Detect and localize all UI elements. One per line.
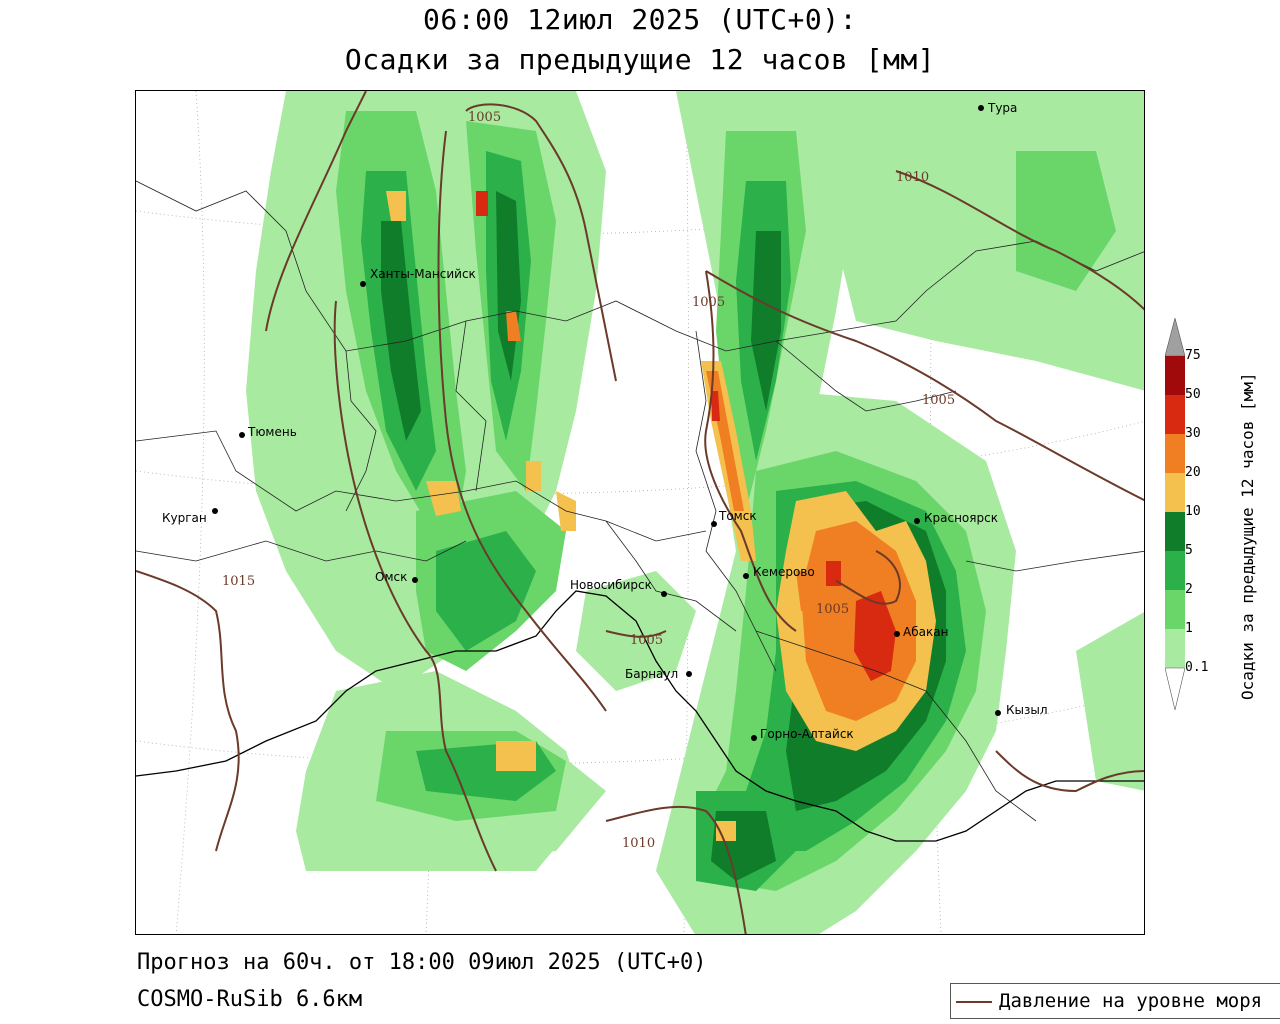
colorbar-bin-2-5 <box>1165 551 1185 590</box>
pressure-legend-line <box>956 1001 992 1003</box>
city-dot-khanty-mansiysk <box>360 281 366 287</box>
isobar-label: 1005 <box>816 602 849 617</box>
isobar-label: 1015 <box>222 574 255 589</box>
city-label-kemerovo: Кемерово <box>753 565 815 579</box>
city-dot-kurgan <box>212 508 218 514</box>
colorbar-bin-0.1-1 <box>1165 629 1185 668</box>
colorbar-tick: 20 <box>1185 465 1201 480</box>
city-label-abakan: Абакан <box>903 625 948 639</box>
forecast-info: Прогноз на 60ч. от 18:00 09июл 2025 (UTC… <box>137 950 707 975</box>
city-dot-gorno-altaysk <box>751 735 757 741</box>
colorbar-bin-10-20 <box>1165 473 1185 512</box>
city-label-krasnoyarsk: Красноярск <box>924 511 998 525</box>
isobar-lines <box>136 91 1144 934</box>
city-label-tyumen: Тюмень <box>247 425 297 439</box>
city-dot-abakan <box>894 631 900 637</box>
colorbar-tick: 0.1 <box>1185 660 1209 675</box>
isobar-label: 1005 <box>630 633 663 648</box>
colorbar-tick: 1 <box>1185 621 1193 636</box>
graticule-lines <box>136 91 1144 934</box>
colorbar-over-cap <box>1165 318 1185 357</box>
colorbar-title: Осадки за предыдущие 12 часов [мм] <box>1238 372 1257 700</box>
city-label-kyzyl: Кызыл <box>1006 703 1048 717</box>
precipitation-map: 1005 1010 1005 1015 1005 1005 1010 1005 … <box>135 90 1145 935</box>
colorbar-tick: 30 <box>1185 426 1201 441</box>
city-label-tomsk: Томск <box>718 509 757 523</box>
pressure-legend-label: Давление на уровне моря <box>999 990 1263 1012</box>
colorbar-under-cap <box>1165 667 1185 710</box>
colorbar-tick: 2 <box>1185 582 1193 597</box>
colorbar-bin-5-10 <box>1165 512 1185 551</box>
isobar-label: 1005 <box>692 295 725 310</box>
city-label-gorno-altaysk: Горно-Алтайск <box>760 727 854 741</box>
city-dot-tyumen <box>239 432 245 438</box>
colorbar-tick: 75 <box>1185 348 1201 363</box>
city-label-barnaul: Барнаул <box>625 667 678 681</box>
region-borders <box>136 180 1144 822</box>
city-label-khanty-mansiysk: Ханты-Мансийск <box>370 267 476 281</box>
colorbar-bin-20-30 <box>1165 434 1185 473</box>
colorbar-tick: 50 <box>1185 387 1201 402</box>
map-title-variable: Осадки за предыдущие 12 часов [мм] <box>344 43 936 76</box>
city-label-omsk: Омск <box>375 570 407 584</box>
city-dot-omsk <box>412 577 418 583</box>
city-dot-krasnoyarsk <box>914 518 920 524</box>
isobar-label: 1010 <box>622 836 655 851</box>
map-title-time: 06:00 12июл 2025 (UTC+0): <box>423 3 857 36</box>
city-dot-novosibirsk <box>661 591 667 597</box>
isobar-label: 1005 <box>922 393 955 408</box>
city-label-tura: Тура <box>987 101 1017 115</box>
isobar-label: 1005 <box>468 110 501 125</box>
city-dot-tomsk <box>711 521 717 527</box>
precip-colorbar <box>1165 318 1185 710</box>
colorbar-bin-1-2 <box>1165 590 1185 629</box>
city-dot-kyzyl <box>995 710 1001 716</box>
city-markers: Тура Ханты-Мансийск Тюмень Курган Омск Н… <box>162 101 1048 741</box>
colorbar-bin-30-50 <box>1165 395 1185 434</box>
national-border <box>136 590 1144 842</box>
colorbar-tick: 10 <box>1185 504 1201 519</box>
city-dot-kemerovo <box>743 573 749 579</box>
isobar-label-group: 1005 1010 1005 1015 1005 1005 1010 1005 <box>222 110 955 851</box>
model-name: COSMO-RuSib 6.6км <box>137 987 363 1012</box>
pressure-legend: Давление на уровне моря <box>950 983 1280 1019</box>
city-dot-barnaul <box>686 671 692 677</box>
isobar-label: 1010 <box>896 170 929 185</box>
colorbar-tick: 5 <box>1185 543 1193 558</box>
city-dot-tura <box>978 105 984 111</box>
precip-layer-red <box>476 191 896 681</box>
city-label-kurgan: Курган <box>162 511 207 525</box>
colorbar-bin-50-75 <box>1165 356 1185 395</box>
city-label-novosibirsk: Новосибирск <box>570 578 652 592</box>
